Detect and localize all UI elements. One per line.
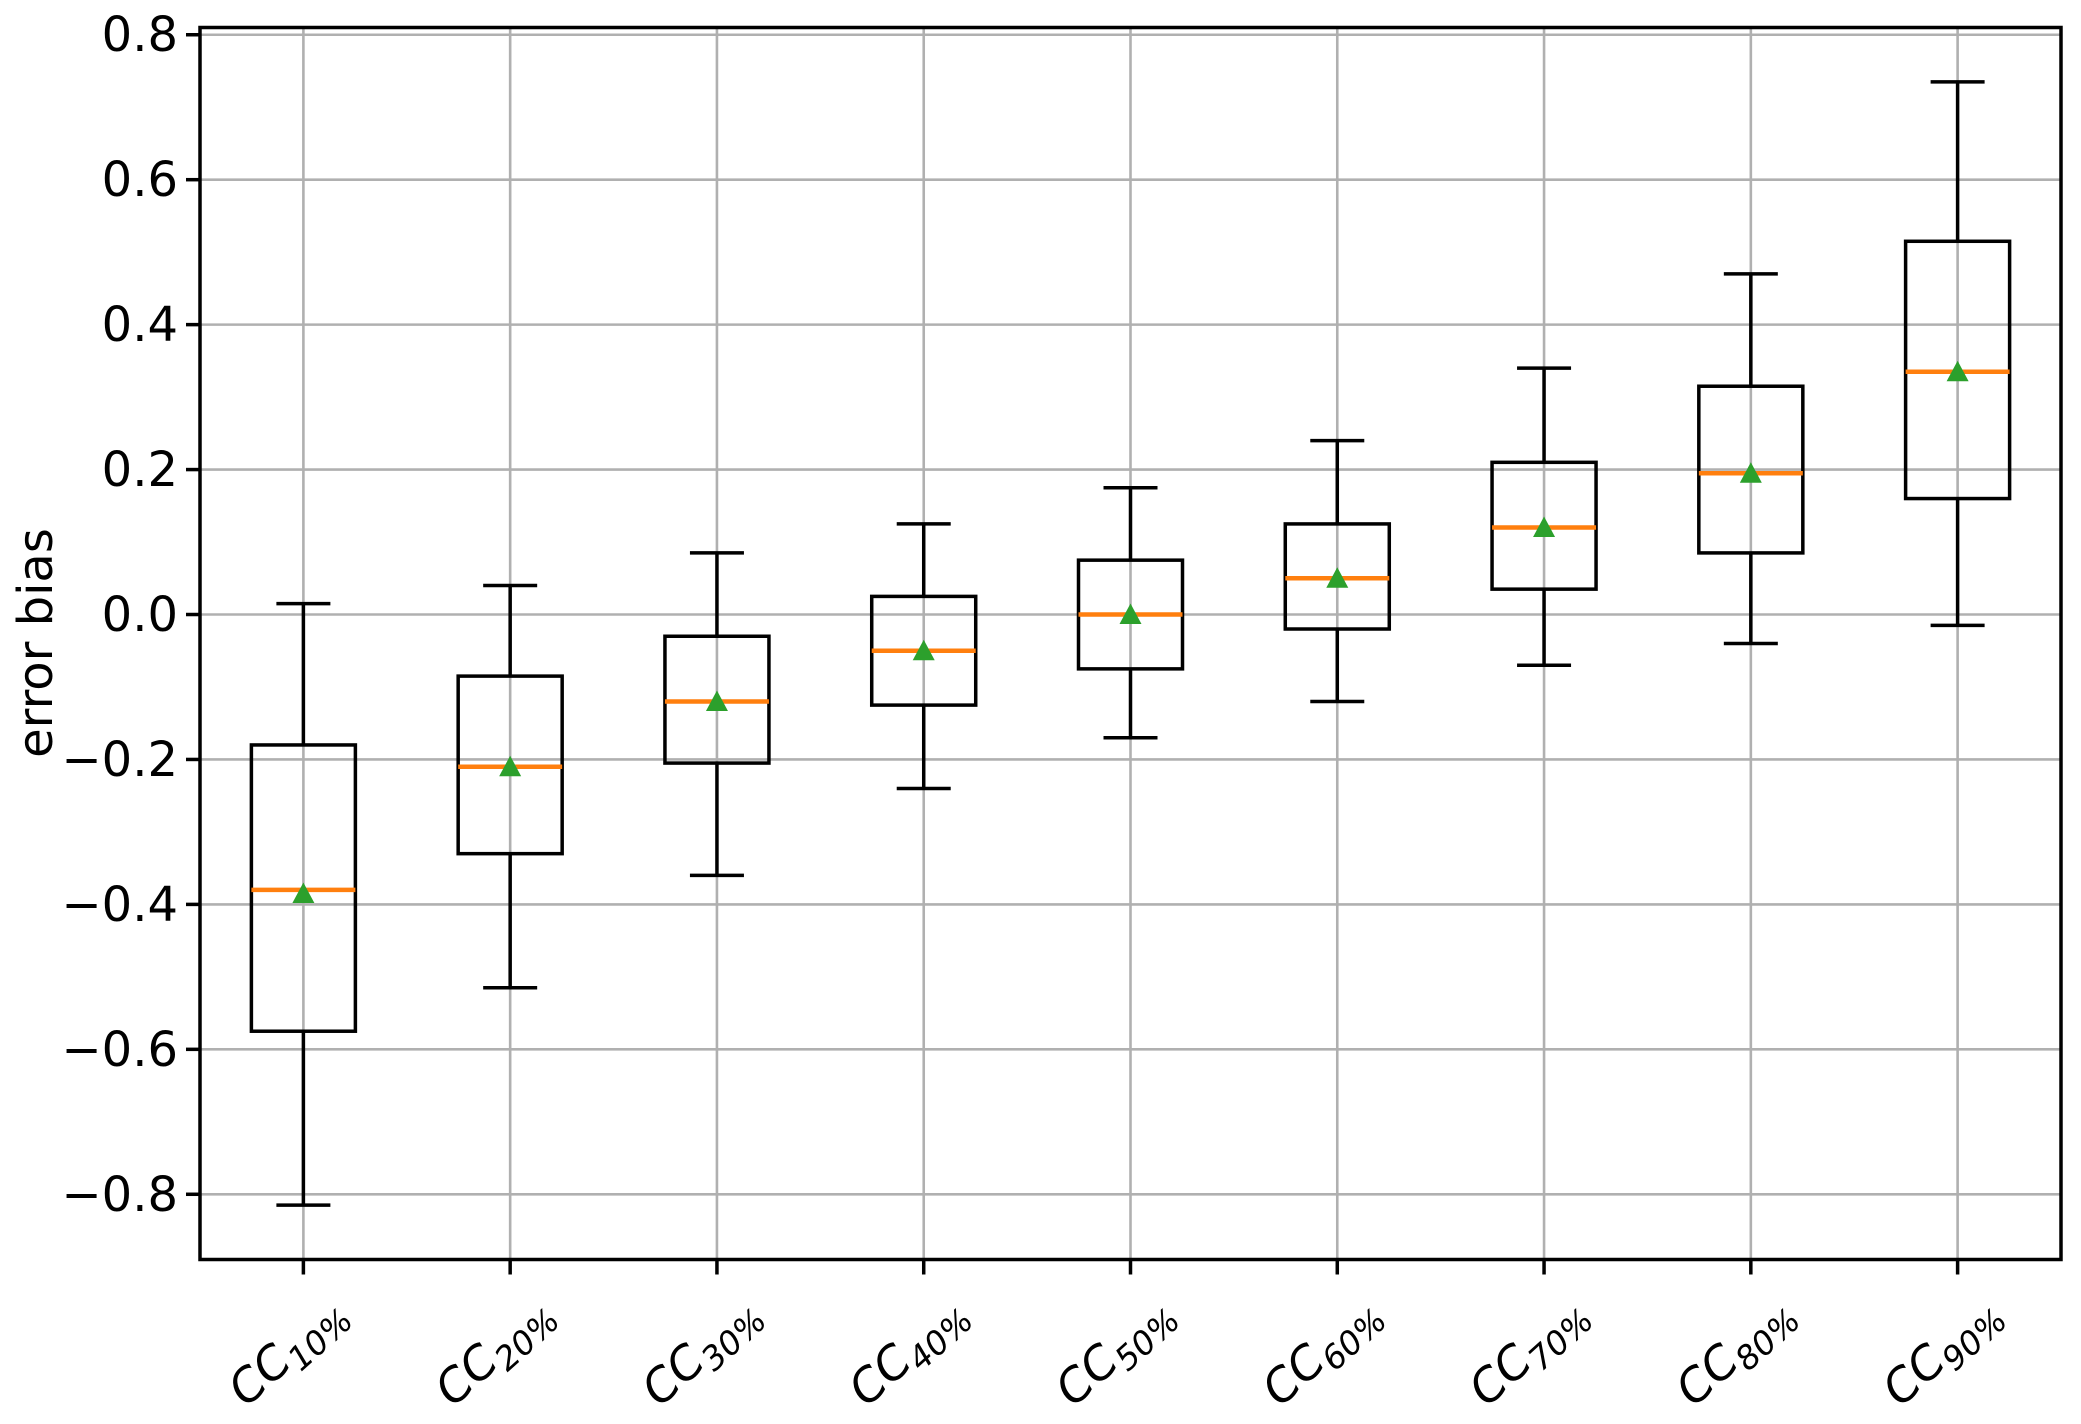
mean-triangle-icon	[1946, 360, 1969, 382]
boxplot-CC40%	[869, 522, 978, 791]
boxplot-CC50%	[1076, 485, 1185, 740]
x-tick-label: CC30%	[631, 1284, 774, 1421]
gridlines	[200, 27, 2061, 1260]
boxplot-CC20%	[456, 583, 564, 990]
y-tick-label: 0.0	[102, 587, 178, 643]
boxplot-CC10%	[249, 601, 358, 1207]
mean-triangle-icon	[1326, 567, 1349, 588]
y-tick-label: −0.2	[61, 732, 178, 788]
y-axis-ticks	[186, 32, 200, 1197]
mean-triangle-icon	[499, 755, 522, 777]
x-tick-label: CC70%	[1458, 1284, 1601, 1421]
y-tick-label: 0.2	[102, 442, 178, 498]
mean-triangle-icon	[1533, 516, 1556, 538]
x-axis-ticks	[301, 1259, 1960, 1275]
x-tick-label: CC90%	[1872, 1284, 2015, 1421]
boxplot-CC80%	[1697, 272, 1805, 646]
mean-triangle-icon	[912, 639, 935, 661]
y-tick-label: −0.6	[61, 1022, 178, 1078]
iqr-box	[1697, 384, 1805, 555]
x-tick-label: CC20%	[424, 1284, 567, 1421]
y-tick-label: 0.6	[102, 152, 178, 208]
x-tick-label: CC50%	[1044, 1284, 1187, 1421]
x-tick-label: CC40%	[838, 1284, 981, 1421]
boxplot-CC70%	[1490, 366, 1598, 667]
y-tick-label: −0.8	[61, 1167, 178, 1223]
boxplot-CC60%	[1283, 438, 1392, 704]
x-tick-label: CC10%	[217, 1284, 360, 1421]
y-tick-label: 0.8	[102, 7, 178, 63]
boxplots	[249, 80, 2012, 1207]
y-tick-labels: 0.8 0.6 0.4 0.2 0.0 −0.2 −0.4 −0.6 −0.8	[61, 7, 178, 1223]
y-axis-label: error bias	[8, 528, 64, 758]
x-tick-labels: CC10% CC20% CC30% CC40% CC50% CC60% CC70% CC80%…	[217, 1284, 2015, 1421]
y-tick-label: −0.4	[61, 877, 178, 933]
mean-triangle-icon	[1739, 462, 1762, 483]
boxplot-CC30%	[663, 551, 771, 878]
x-tick-label: CC60%	[1251, 1284, 1394, 1421]
mean-triangle-icon	[292, 882, 315, 904]
x-tick-label: CC80%	[1665, 1284, 1808, 1421]
mean-triangle-icon	[1119, 603, 1142, 625]
y-tick-label: 0.4	[102, 297, 178, 353]
boxplot-CC90%	[1903, 80, 2012, 628]
mean-triangle-icon	[705, 690, 728, 711]
